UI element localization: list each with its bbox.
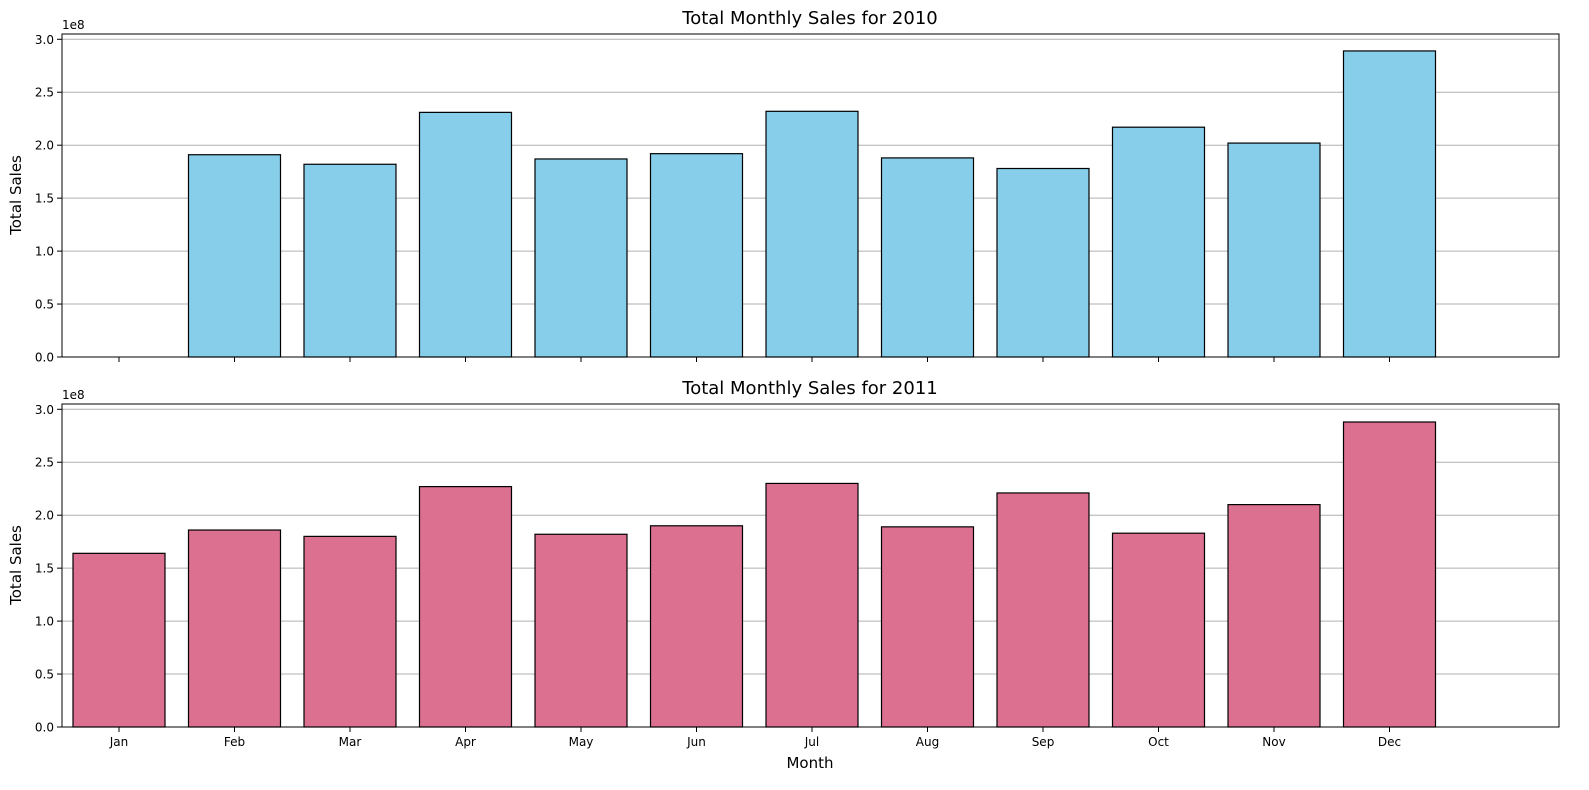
y-tick-label: 2.0 xyxy=(35,509,54,523)
x-tick-label: Jun xyxy=(686,735,706,749)
x-tick-label: May xyxy=(569,735,594,749)
x-axis-label: Month xyxy=(786,754,833,772)
y-tick-label: 1.5 xyxy=(35,562,54,576)
x-tick-label: Sep xyxy=(1032,735,1055,749)
x-tick-label: Dec xyxy=(1378,735,1401,749)
bar-may xyxy=(534,158,628,358)
bar-jan xyxy=(72,552,166,728)
x-tick-label: Oct xyxy=(1148,735,1169,749)
bar-oct xyxy=(1111,532,1206,728)
y-tick-label: 0.0 xyxy=(35,351,54,365)
chart-panel-2010: Total Monthly Sales for 2010 1e8 Total S… xyxy=(7,8,1560,365)
axes-frame xyxy=(61,33,1560,358)
y-tick-label: 3.0 xyxy=(35,33,54,47)
ticks-layer: 0.0 0.5 1.0 1.5 2.0 2.5 3.0 xyxy=(35,33,1390,365)
y-tick-label: 2.5 xyxy=(35,456,54,470)
bar-dec xyxy=(1342,421,1437,728)
y-tick-label: 0.0 xyxy=(35,721,54,735)
bar-aug xyxy=(880,526,975,728)
bar-sep xyxy=(996,492,1090,728)
x-tick-label: Jul xyxy=(804,735,819,749)
axes-frame xyxy=(61,403,1560,728)
y-tick-label: 2.5 xyxy=(35,86,54,100)
y-tick-label: 1.5 xyxy=(35,192,54,206)
chart-title: Total Monthly Sales for 2010 xyxy=(681,8,937,29)
x-tick-label: Jan xyxy=(109,735,129,749)
bar-jun xyxy=(649,525,744,728)
y-tick-label: 0.5 xyxy=(35,298,54,312)
y-tick-label: 3.0 xyxy=(35,403,54,417)
y-tick-label: 2.0 xyxy=(35,139,54,153)
bar-dec xyxy=(1342,50,1437,358)
bar-apr xyxy=(418,486,513,728)
y-axis-label: Total Sales xyxy=(7,525,25,606)
bar-mar xyxy=(303,163,397,358)
bar-may xyxy=(534,533,628,728)
x-tick-label: Mar xyxy=(339,735,362,749)
y-offset-text: 1e8 xyxy=(62,388,85,402)
bars-layer xyxy=(187,50,1437,358)
chart-panel-2011: Total Monthly Sales for 2011 1e8 Total S… xyxy=(7,378,1560,749)
bar-mar xyxy=(303,535,397,728)
bar-aug xyxy=(880,157,975,358)
y-tick-label: 1.0 xyxy=(35,615,54,629)
bar-jul xyxy=(765,482,859,728)
bar-oct xyxy=(1111,126,1206,358)
x-tick-label: Feb xyxy=(224,735,245,749)
y-axis-label: Total Sales xyxy=(7,155,25,236)
bar-nov xyxy=(1227,142,1321,358)
bar-jul xyxy=(765,110,859,358)
chart-title: Total Monthly Sales for 2011 xyxy=(681,378,937,399)
y-offset-text: 1e8 xyxy=(62,18,85,32)
bar-sep xyxy=(996,167,1090,358)
ticks-layer: 0.0 0.5 1.0 1.5 2.0 2.5 3.0 Jan Feb Mar Apr May Jun J… xyxy=(35,403,1401,749)
x-tick-label: Nov xyxy=(1262,735,1285,749)
bar-nov xyxy=(1227,504,1321,728)
bar-apr xyxy=(418,111,513,358)
x-tick-label: Apr xyxy=(455,735,476,749)
bar-feb xyxy=(187,529,282,728)
bar-feb xyxy=(187,154,282,358)
bars-layer xyxy=(72,421,1437,728)
y-tick-label: 1.0 xyxy=(35,245,54,259)
bar-jun xyxy=(649,153,744,358)
y-tick-label: 0.5 xyxy=(35,668,54,682)
x-tick-label: Aug xyxy=(916,735,939,749)
